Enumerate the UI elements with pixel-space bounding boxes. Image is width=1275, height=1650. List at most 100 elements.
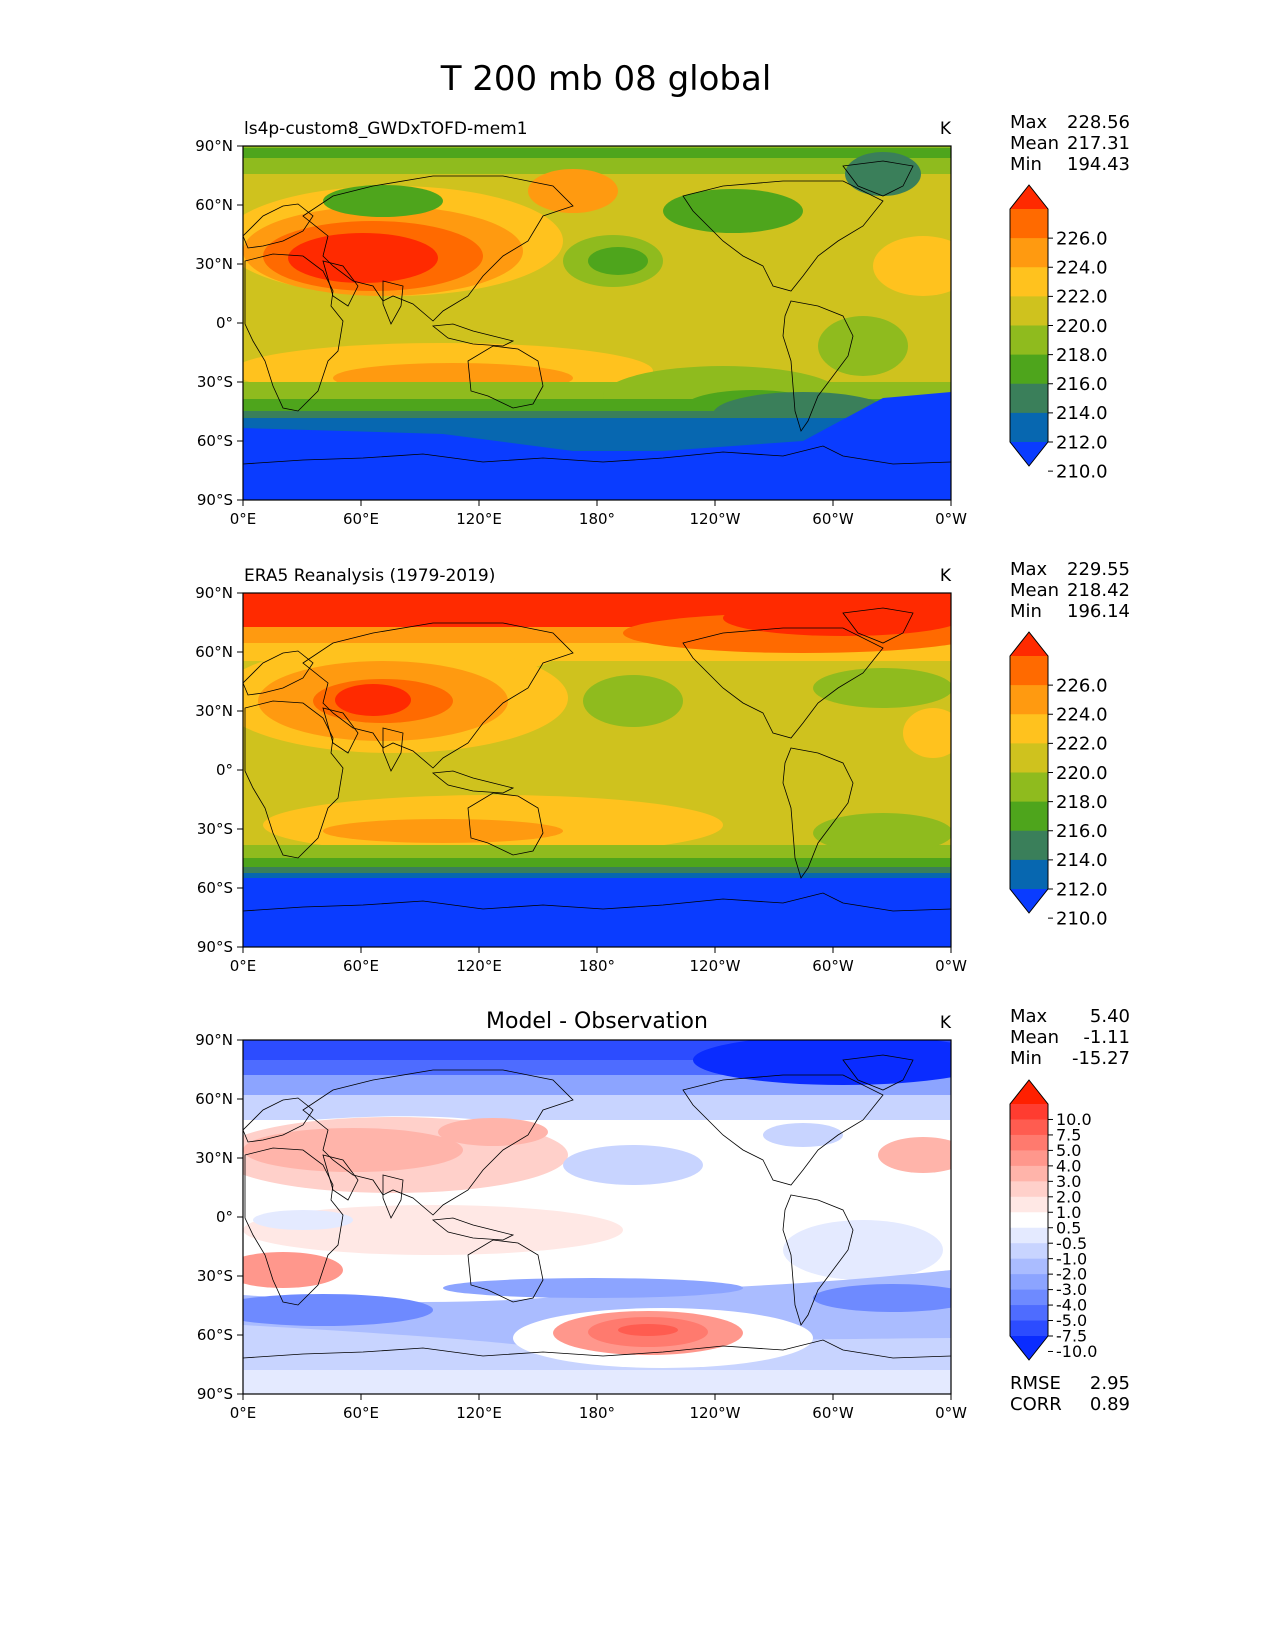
lon-tick-label: 60°W (812, 1404, 854, 1422)
colorbar-swatch (1010, 1119, 1048, 1136)
colorbar: 226.0 224.0 222.0 220.0 218.0 216.0 214.0 212.0… (1009, 631, 1108, 929)
colorbar-extend-min (1010, 1336, 1048, 1360)
lon-tick-label: 0°W (935, 957, 967, 975)
stat-max-label: Max (1010, 1006, 1048, 1027)
stat-mean-value: 217.31 (1067, 133, 1130, 154)
colorbar-swatch (1010, 1320, 1048, 1337)
lat-tick-label: 0° (216, 761, 233, 779)
lon-axis: 0°E 60°E 120°E 180° 120°W 60°W 0°W (230, 947, 967, 975)
stat-max-value: 228.56 (1067, 112, 1130, 133)
colorbar-tick-label: -3.0 (1056, 1280, 1087, 1299)
stat-max-value: 5.40 (1090, 1006, 1130, 1027)
colorbar-swatch (1010, 830, 1048, 861)
stat-mean-label: Mean (1010, 133, 1059, 154)
panel-title: ERA5 Reanalysis (1979-2019) (244, 566, 495, 586)
lon-tick-label: 120°E (456, 1404, 502, 1422)
lon-tick-label: 60°W (812, 957, 854, 975)
lon-tick-label: 0°W (935, 510, 967, 528)
colorbar-swatch (1010, 296, 1048, 326)
field-map (243, 593, 951, 947)
colorbar: 226.0 224.0 222.0 220.0 218.0 216.0 214.0 212.0… (1009, 184, 1108, 482)
units-label: K (940, 1013, 952, 1033)
lon-tick-label: 180° (579, 1404, 615, 1422)
lat-tick-label: 60°S (197, 432, 233, 450)
colorbar-tick-label: 214.0 (1056, 403, 1108, 424)
lon-tick-label: 0°E (230, 1404, 257, 1422)
colorbar-swatch (1010, 1181, 1048, 1198)
colorbar-swatch (1010, 859, 1048, 890)
lat-tick-label: 30°N (195, 702, 233, 720)
stats-block: Max 228.56 Mean 217.31 Min 194.43 (1010, 112, 1130, 175)
lon-tick-label: 120°E (456, 957, 502, 975)
colorbar-extend-min (1010, 889, 1048, 913)
colorbar-swatch (1010, 267, 1048, 297)
rmse-value: 2.95 (1090, 1373, 1130, 1394)
lon-tick-label: 180° (579, 957, 615, 975)
stat-min-label: Min (1010, 1048, 1042, 1069)
colorbar-swatch (1010, 1289, 1048, 1306)
lat-tick-label: 60°S (197, 879, 233, 897)
colorbar-swatch (1010, 412, 1048, 443)
stat-min-label: Min (1010, 154, 1042, 175)
colorbar-tick-label: 0.5 (1056, 1218, 1081, 1237)
colorbar-swatch (1010, 1150, 1048, 1167)
colorbar-swatch (1010, 685, 1048, 715)
colorbar-tick-label: 218.0 (1056, 345, 1108, 366)
colorbar-tick-label: 212.0 (1056, 432, 1108, 453)
field-map (243, 1040, 951, 1394)
panel-title: ls4p-custom8_GWDxTOFD-mem1 (244, 119, 528, 139)
lat-axis: 90°N 60°N 30°N 0° 30°S 60°S 90°S (195, 1031, 243, 1403)
lon-tick-label: 60°E (343, 957, 379, 975)
colorbar-swatch (1010, 1212, 1048, 1229)
lat-tick-label: 90°S (197, 938, 233, 956)
lat-tick-label: 60°N (195, 643, 233, 661)
colorbar-swatch (1010, 772, 1048, 803)
lat-tick-label: 90°N (195, 1031, 233, 1049)
lon-tick-label: 120°W (690, 1404, 741, 1422)
colorbar-tick-label: -7.5 (1056, 1327, 1087, 1346)
lon-tick-label: 120°W (690, 510, 741, 528)
colorbar-tick-label: 7.5 (1056, 1126, 1081, 1145)
lon-tick-label: 120°E (456, 510, 502, 528)
colorbar-tick-label: 226.0 (1056, 675, 1108, 696)
colorbar-tick-label: -10.0 (1056, 1342, 1097, 1361)
colorbar-tick-label: -1.0 (1056, 1249, 1087, 1268)
colorbar-tick-label: 224.0 (1056, 258, 1108, 279)
lon-tick-label: 180° (579, 510, 615, 528)
colorbar-swatch (1010, 383, 1048, 414)
metrics-block: RMSE 2.95 CORR 0.89 (1010, 1373, 1130, 1415)
colorbar-swatch (1010, 209, 1048, 239)
colorbar-swatch (1010, 656, 1048, 686)
corr-label: CORR (1010, 1394, 1062, 1415)
colorbar-swatch (1010, 801, 1048, 832)
colorbar-tick-label: 220.0 (1056, 316, 1108, 337)
colorbar-tick-label: 214.0 (1056, 850, 1108, 871)
colorbar-extend-min (1010, 442, 1048, 466)
lat-tick-label: 60°N (195, 1090, 233, 1108)
lon-tick-label: 60°E (343, 1404, 379, 1422)
colorbar-tick-label: -0.5 (1056, 1234, 1087, 1253)
colorbar-tick-label: 224.0 (1056, 705, 1108, 726)
colorbar-swatch (1010, 743, 1048, 773)
stat-min-value: -15.27 (1072, 1048, 1130, 1069)
lon-tick-label: 0°E (230, 510, 257, 528)
colorbar-tick-label: 210.0 (1056, 908, 1108, 929)
lat-tick-label: 30°S (197, 1267, 233, 1285)
lat-tick-label: 30°N (195, 1149, 233, 1167)
panel-observation: ERA5 Reanalysis (1979-2019) K (195, 566, 967, 975)
colorbar-tick-label: 2.0 (1056, 1187, 1081, 1206)
lat-tick-label: 0° (216, 1208, 233, 1226)
panel-model: ls4p-custom8_GWDxTOFD-mem1 K (195, 119, 967, 528)
stats-block: Max 229.55 Mean 218.42 Min 196.14 (1010, 559, 1130, 622)
colorbar-tick-label: 1.0 (1056, 1203, 1081, 1222)
colorbar-tick-label: 4.0 (1056, 1156, 1081, 1175)
lat-tick-label: 60°N (195, 196, 233, 214)
colorbar-swatch (1010, 1305, 1048, 1322)
units-label: K (940, 119, 952, 139)
stat-min-label: Min (1010, 601, 1042, 622)
lat-tick-label: 90°N (195, 584, 233, 602)
colorbar-tick-label: 5.0 (1056, 1141, 1081, 1160)
lat-tick-label: 60°S (197, 1326, 233, 1344)
colorbar-tick-label: 212.0 (1056, 879, 1108, 900)
